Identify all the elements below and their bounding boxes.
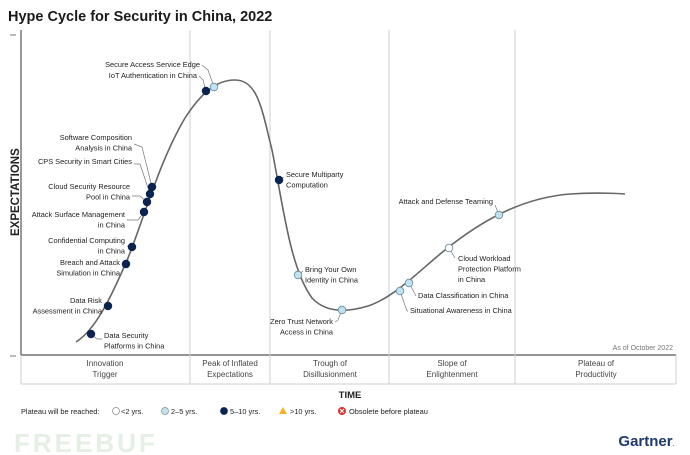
technology-label: IoT Authentication in China: [109, 71, 198, 80]
leader-line: [133, 143, 153, 188]
technology-label: CPS Security in Smart Cities: [38, 157, 132, 166]
technology-markers: [86, 82, 504, 339]
phase-label: Innovation: [87, 359, 124, 368]
technology-label: Zero Trust Network: [270, 317, 333, 326]
technology-label: Software Composition: [60, 133, 132, 142]
leader-line: [399, 290, 408, 312]
legend: Plateau will be reached: <2 yrs. 2–5 yrs.…: [21, 407, 428, 416]
as-of-date: As of October 2022: [613, 345, 673, 352]
phase-label: Slope of: [437, 359, 467, 368]
technology-marker[interactable]: [145, 189, 155, 199]
legend-item-label: 2–5 yrs.: [171, 407, 197, 416]
technology-label: Assessment in China: [33, 307, 103, 316]
phase-label: Enlightenment: [426, 370, 478, 379]
technology-label: Platforms in China: [104, 342, 165, 351]
triangle-icon: [279, 407, 287, 414]
phase-label: Expectations: [207, 370, 253, 379]
technology-label: Data Classification in China: [418, 291, 509, 300]
legend-marker-icon: [112, 407, 120, 415]
phase-label: Plateau of: [578, 359, 615, 368]
technology-marker[interactable]: [139, 207, 149, 217]
y-axis-label: EXPECTATIONS: [10, 148, 22, 236]
technology-label: Data Security: [104, 331, 149, 340]
phase-label: Peak of Inflated: [202, 359, 258, 368]
x-axis-label: TIME: [339, 390, 362, 401]
phase-labels: Innovation Trigger Peak of Inflated Expecta…: [87, 359, 617, 379]
technology-label: Situational Awareness in China: [410, 306, 513, 315]
leader-line: [134, 163, 151, 195]
technology-marker[interactable]: [86, 329, 96, 339]
x-mark-icon: [339, 408, 345, 414]
technology-marker[interactable]: [121, 259, 131, 269]
technology-marker[interactable]: [209, 82, 219, 92]
leader-line: [201, 64, 215, 88]
phase-label: Trigger: [92, 370, 117, 379]
technology-label: Cloud Security Resource: [48, 182, 130, 191]
technology-marker[interactable]: [395, 286, 405, 296]
technology-label: Secure Access Service Edge: [105, 60, 200, 69]
technology-marker[interactable]: [494, 210, 504, 220]
technology-marker[interactable]: [444, 243, 454, 253]
technology-label: Confidential Computing: [48, 236, 125, 245]
technology-label: in China: [98, 247, 126, 256]
technology-marker[interactable]: [127, 242, 137, 252]
technology-label: in China: [98, 221, 126, 230]
legend-marker-icon: [161, 407, 169, 415]
technology-marker[interactable]: [337, 305, 347, 315]
technology-label: Analysis in China: [75, 144, 133, 153]
technology-label: Attack and Defense Teaming: [399, 197, 493, 206]
technology-label: Cloud Workload: [458, 254, 510, 263]
technology-label: Protection Platform: [458, 265, 521, 274]
technology-label: Identity in China: [305, 276, 359, 285]
legend-item-label: <2 yrs.: [121, 407, 143, 416]
phase-label: Trough of: [313, 359, 348, 368]
technology-label: Pool in China: [86, 193, 131, 202]
phase-label: Productivity: [575, 370, 616, 379]
technology-label: Data Risk: [70, 296, 102, 305]
legend-item-label: Obsolete before plateau: [349, 407, 428, 416]
legend-item-label: 5–10 yrs.: [230, 407, 260, 416]
technology-marker[interactable]: [274, 175, 284, 185]
phase-dividers: [20, 30, 677, 385]
technology-marker[interactable]: [103, 301, 113, 311]
technology-marker[interactable]: [404, 278, 414, 288]
technology-label: Access in China: [280, 328, 334, 337]
technology-marker[interactable]: [293, 270, 303, 280]
chart-title: Hype Cycle for Security in China, 2022: [8, 9, 272, 25]
technology-label: Simulation in China: [56, 269, 121, 278]
technology-label: Bring Your Own: [305, 265, 356, 274]
technology-labels: Data Security Platforms in China Data Risk…: [32, 60, 521, 351]
technology-label: Breach and Attack: [60, 258, 120, 267]
legend-marker-icon: [220, 407, 228, 415]
legend-item-label: >10 yrs.: [290, 407, 317, 416]
gartner-logo: Gartner.: [618, 433, 674, 450]
technology-label: Attack Surface Management: [32, 210, 125, 219]
technology-label: Secure Multiparty: [286, 170, 344, 179]
technology-marker[interactable]: [142, 197, 152, 207]
technology-label: in China: [458, 275, 486, 284]
phase-label: Disillusionment: [303, 370, 358, 379]
hype-curve: [75, 79, 626, 343]
technology-marker[interactable]: [147, 182, 157, 192]
watermark: FREEBUF: [14, 428, 158, 455]
technology-marker[interactable]: [201, 86, 211, 96]
technology-label: Computation: [286, 181, 328, 190]
legend-title: Plateau will be reached:: [21, 407, 99, 416]
